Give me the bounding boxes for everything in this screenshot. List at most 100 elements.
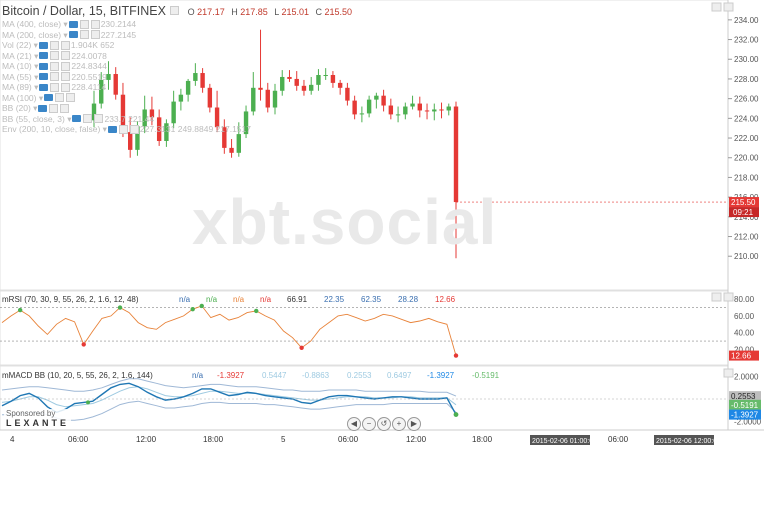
macd-value-label: -0.5191 bbox=[731, 401, 759, 410]
close-icon[interactable] bbox=[66, 93, 76, 103]
settings-icon[interactable] bbox=[50, 51, 60, 61]
eye-icon[interactable] bbox=[38, 104, 48, 112]
candle-body bbox=[381, 95, 386, 106]
macd-value: 0.6497 bbox=[387, 371, 412, 380]
eye-icon[interactable] bbox=[68, 31, 78, 39]
close-icon[interactable] bbox=[61, 51, 71, 61]
zoom-out-icon[interactable]: − bbox=[362, 417, 376, 431]
study-name: MA (400, close) ▾ bbox=[2, 19, 68, 29]
study-row[interactable]: MA (200, close) ▾ 227.2145 bbox=[2, 30, 251, 41]
settings-icon[interactable] bbox=[50, 61, 60, 71]
candle-body bbox=[178, 94, 184, 102]
macd-signal-dot bbox=[86, 400, 90, 405]
settings-icon[interactable] bbox=[50, 82, 60, 92]
candle-body bbox=[171, 101, 176, 124]
open-value: 217.17 bbox=[197, 7, 225, 17]
settings-icon[interactable] bbox=[170, 6, 180, 15]
eye-icon[interactable] bbox=[72, 115, 82, 123]
eye-icon[interactable] bbox=[107, 125, 117, 133]
settings-icon[interactable] bbox=[118, 124, 128, 134]
settings-icon[interactable] bbox=[83, 114, 93, 124]
chevron-left-icon[interactable]: ◀ bbox=[347, 417, 361, 431]
candle-body bbox=[135, 126, 140, 150]
countdown-label: 09:21 bbox=[733, 208, 754, 217]
close-icon[interactable] bbox=[61, 61, 71, 71]
settings-icon[interactable] bbox=[79, 19, 89, 29]
settings-icon[interactable] bbox=[49, 40, 59, 50]
candle-body bbox=[91, 103, 97, 121]
close-value: 215.50 bbox=[324, 7, 353, 17]
study-value: 228.4114 bbox=[71, 82, 107, 92]
study-value: 224.8344 bbox=[71, 61, 107, 71]
candle-body bbox=[185, 80, 191, 95]
rsi-title: mRSI (70, 30, 9, 55, 26, 2, 1.6, 12, 48) bbox=[2, 295, 139, 304]
candle-body bbox=[251, 87, 256, 112]
rsi-value: 62.35 bbox=[361, 295, 382, 304]
candle-body bbox=[113, 74, 118, 95]
study-row[interactable]: Vol (22) ▾ 1.904K 652 bbox=[2, 40, 251, 51]
settings-icon[interactable] bbox=[49, 103, 59, 113]
close-icon[interactable] bbox=[60, 40, 70, 50]
chevron-right-icon[interactable]: ▶ bbox=[407, 417, 421, 431]
settings-icon[interactable] bbox=[79, 30, 89, 40]
study-row[interactable]: MA (100) ▾ bbox=[2, 93, 251, 104]
candle-body bbox=[99, 79, 104, 104]
candle-body bbox=[417, 103, 422, 111]
eye-icon[interactable] bbox=[38, 41, 48, 49]
rsi-last-badge bbox=[729, 350, 759, 361]
rsi-line bbox=[1, 305, 457, 356]
time-cursor-label: 2015-02-06 12:00:00 bbox=[656, 438, 721, 445]
time-tick-label: 12:00 bbox=[406, 435, 427, 444]
study-row[interactable]: BB (20) ▾ bbox=[2, 103, 251, 114]
study-name: MA (200, close) ▾ bbox=[2, 29, 68, 40]
eye-icon[interactable] bbox=[39, 52, 49, 60]
macd-series-line bbox=[1, 382, 457, 415]
eye-icon[interactable] bbox=[39, 62, 49, 70]
rsi-tick-label: 80.00 bbox=[734, 295, 755, 304]
rsi-value: 12.66 bbox=[435, 295, 456, 304]
close-icon[interactable] bbox=[60, 103, 70, 113]
study-value: 224.0078 bbox=[71, 50, 107, 61]
panel-button bbox=[711, 292, 722, 302]
candle-body bbox=[294, 78, 299, 86]
low-value: 215.01 bbox=[281, 7, 309, 17]
price-panel bbox=[0, 0, 729, 291]
close-icon[interactable] bbox=[90, 30, 100, 40]
study-row[interactable]: MA (21) ▾ 224.0078 bbox=[2, 51, 251, 62]
candle-body bbox=[337, 82, 343, 88]
close-icon[interactable] bbox=[61, 82, 71, 92]
price-tick-label: 234.00 bbox=[734, 16, 759, 25]
eye-icon[interactable] bbox=[39, 73, 49, 81]
candle-body bbox=[309, 84, 314, 91]
candle-body bbox=[214, 107, 220, 128]
study-row[interactable]: MA (10) ▾ 224.8344 bbox=[2, 61, 251, 72]
macd-value: -1.3927 bbox=[427, 371, 455, 380]
price-tick-label: 224.00 bbox=[734, 114, 759, 123]
study-row[interactable]: MA (89) ▾ 228.4114 bbox=[2, 82, 251, 93]
study-row[interactable]: MA (400, close) ▾ 230.2144 bbox=[2, 19, 251, 30]
eye-icon[interactable] bbox=[68, 20, 78, 28]
candle-body bbox=[352, 100, 357, 115]
zoom-in-icon[interactable]: + bbox=[392, 417, 406, 431]
close-icon[interactable] bbox=[61, 72, 71, 82]
reset-icon[interactable]: ↺ bbox=[377, 417, 391, 431]
macd-tick-label: 2.0000 bbox=[734, 373, 759, 382]
sponsor-badge[interactable]: Sponsored by LEXANTE bbox=[4, 409, 72, 428]
candle-body bbox=[301, 85, 307, 91]
eye-icon[interactable] bbox=[44, 94, 54, 102]
study-name: MA (55) ▾ bbox=[2, 71, 39, 82]
study-row[interactable]: MA (55) ▾ 220.5519 bbox=[2, 72, 251, 83]
eye-icon[interactable] bbox=[39, 83, 49, 91]
rsi-panel bbox=[0, 290, 729, 366]
rsi-overbought-dot bbox=[199, 303, 204, 309]
settings-icon[interactable] bbox=[55, 93, 65, 103]
candle-body bbox=[149, 109, 155, 118]
study-row[interactable]: BB (55, close, 3) ▾ 233.7 221.44 bbox=[2, 114, 251, 125]
close-icon[interactable] bbox=[90, 19, 100, 29]
study-row[interactable]: Env (200, 10, close, false) ▾ 227.3131 2… bbox=[2, 124, 251, 135]
close-icon[interactable] bbox=[94, 114, 104, 124]
close-icon[interactable] bbox=[129, 124, 139, 134]
time-tick-label: 06:00 bbox=[338, 435, 359, 444]
settings-icon[interactable] bbox=[50, 72, 60, 82]
